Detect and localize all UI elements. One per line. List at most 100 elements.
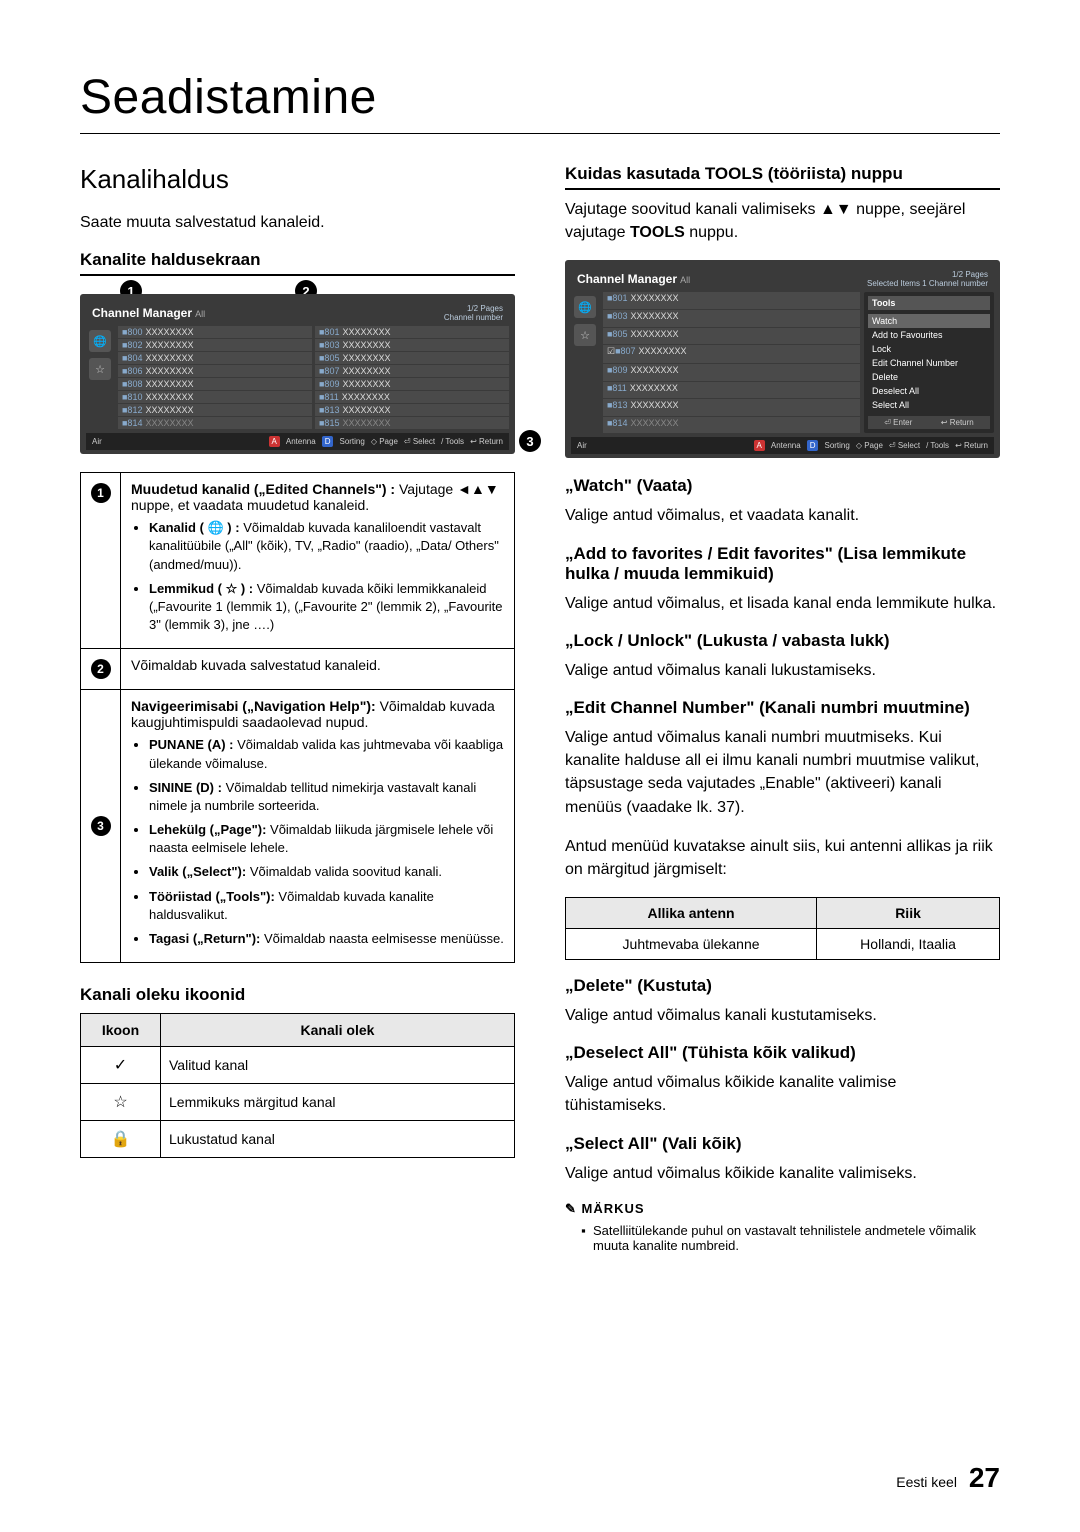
icon-label: Lemmikuks märgitud kanal xyxy=(161,1084,515,1121)
tools-item: Edit Channel Number xyxy=(868,356,990,370)
cm1-antenna: Antenna xyxy=(286,437,316,446)
blue-d-badge: D xyxy=(807,440,819,451)
ant-td1: Juhtmevaba ülekanne xyxy=(566,929,817,960)
favorites-icon: ☆ xyxy=(574,324,596,346)
legend-1-kanalid: Kanalid ( 🌐 ) : Võimaldab kuvada kanalil… xyxy=(149,519,504,574)
legend-row-1: 1 Muudetud kanalid („Edited Channels") :… xyxy=(81,473,515,649)
antenna-table: Allika antennRiik Juhtmevaba ülekanneHol… xyxy=(565,897,1000,960)
cm2-sorting: Sorting xyxy=(824,441,849,450)
cm2-row: ■813XXXXXXXX xyxy=(603,399,860,416)
tools-item: Watch xyxy=(868,314,990,328)
lock-text: Valige antud võimalus kanali lukustamise… xyxy=(565,659,1000,682)
cm2-footer: Air A Antenna D Sorting ◇ Page ⏎ Select … xyxy=(571,437,994,454)
cm2-row: ■805XXXXXXXX xyxy=(603,328,860,345)
footer-lang: Eesti keel xyxy=(896,1474,957,1490)
channels-icon: 🌐 xyxy=(89,330,111,352)
cm2-return: ↩ Return xyxy=(941,418,974,427)
legend-3-item: Tagasi („Return"): Võimaldab naasta eelm… xyxy=(149,930,504,948)
legend-text-3: Navigeerimisabi („Navigation Help"): Või… xyxy=(121,690,515,963)
legend-text-2: Võimaldab kuvada salvestatud kanaleid. xyxy=(121,649,515,690)
cm2-antenna: Antenna xyxy=(771,441,801,450)
legend-row-3: 3 Navigeerimisabi („Navigation Help"): V… xyxy=(81,690,515,963)
legend-table: 1 Muudetud kanalid („Edited Channels") :… xyxy=(80,472,515,963)
cm2-title: Channel Manager xyxy=(577,272,677,286)
legend-num-2: 2 xyxy=(81,649,121,690)
cm2-air: Air xyxy=(577,441,587,450)
tools-item: Delete xyxy=(868,370,990,384)
cm1-row: ■810XXXXXXXX xyxy=(118,391,312,403)
cm1-row: ■808XXXXXXXX xyxy=(118,378,312,390)
title-rule xyxy=(80,133,1000,134)
icon-row: ☆Lemmikuks märgitud kanal xyxy=(81,1084,515,1121)
cm1-row: ■815XXXXXXXX xyxy=(315,417,509,429)
tools-intro: Vajutage soovitud kanali valimiseks ▲▼ n… xyxy=(565,198,1000,244)
section-kanalihaldus: Kanalihaldus xyxy=(80,164,515,195)
lock-heading: „Lock / Unlock" (Lukusta / vabasta lukk) xyxy=(565,631,1000,651)
screen-heading: Kanalite haldusekraan xyxy=(80,250,515,276)
cm1-subhead: Channel number xyxy=(444,313,503,322)
cm2-return-foot: ↩ Return xyxy=(955,441,988,450)
selectall-text: Valige antud võimalus kõikide kanalite v… xyxy=(565,1162,1000,1185)
channel-manager-2: Channel Manager All 1/2 PagesSelected It… xyxy=(565,260,1000,458)
icon-row: ✓Valitud kanal xyxy=(81,1047,515,1084)
icon-label: Valitud kanal xyxy=(161,1047,515,1084)
cm1-sorting: Sorting xyxy=(339,437,364,446)
cm1-row: ■804XXXXXXXX xyxy=(118,352,312,364)
cm1-body: 🌐 ☆ ■800XXXXXXXX■801XXXXXXXX■802XXXXXXXX… xyxy=(86,326,509,429)
cm1-row: ■802XXXXXXXX xyxy=(118,339,312,351)
note-heading: MÄRKUS xyxy=(565,1201,1000,1217)
cm2-body: 🌐 ☆ ■801XXXXXXXX■803XXXXXXXX■805XXXXXXXX… xyxy=(571,292,994,433)
tools-item: Select All xyxy=(868,398,990,412)
icon-cell: ✓ xyxy=(81,1047,161,1084)
intro-text: Saate muuta salvestatud kanaleid. xyxy=(80,211,515,234)
icon-th-1: Ikoon xyxy=(81,1014,161,1047)
cm2-tools-panel: Tools WatchAdd to FavouritesLockEdit Cha… xyxy=(864,292,994,433)
tools-item: Deselect All xyxy=(868,384,990,398)
cm2-tools-title: Tools xyxy=(868,296,990,310)
ant-th2: Riik xyxy=(817,898,1000,929)
blue-d-badge: D xyxy=(322,436,334,447)
cm2-page: ◇ Page xyxy=(856,441,883,450)
main-columns: Kanalihaldus Saate muuta salvestatud kan… xyxy=(80,164,1000,1253)
page-number: 27 xyxy=(969,1462,1000,1493)
left-column: Kanalihaldus Saate muuta salvestatud kan… xyxy=(80,164,515,1253)
cm2-all-tag: All xyxy=(680,275,690,285)
cm1-page: ◇ Page xyxy=(371,437,398,446)
cm2-list: ■801XXXXXXXX■803XXXXXXXX■805XXXXXXXX☑■80… xyxy=(603,292,860,433)
cm2-pages: 1/2 Pages xyxy=(952,270,988,279)
selectall-heading: „Select All" (Vali kõik) xyxy=(565,1134,1000,1154)
icon-status-heading: Kanali oleku ikoonid xyxy=(80,985,515,1005)
channel-manager-1: Channel Manager All 1/2 PagesChannel num… xyxy=(80,294,515,454)
legend-3-item: PUNANE (A) : Võimaldab valida kas juhtme… xyxy=(149,736,504,772)
icon-row: 🔒Lukustatud kanal xyxy=(81,1121,515,1158)
cm1-tools: / Tools xyxy=(441,437,464,446)
red-a-badge: A xyxy=(269,436,280,447)
cm1-row: ■805XXXXXXXX xyxy=(315,352,509,364)
cm2-row: ☑■807XXXXXXXX xyxy=(603,345,860,363)
cm1-header: Channel Manager All 1/2 PagesChannel num… xyxy=(86,302,509,326)
legend-3-item: Lehekülg („Page"): Võimaldab liikuda jär… xyxy=(149,821,504,857)
cm2-row: ■801XXXXXXXX xyxy=(603,292,860,309)
right-column: Kuidas kasutada TOOLS (tööriista) nuppu … xyxy=(565,164,1000,1253)
cm1-row: ■807XXXXXXXX xyxy=(315,365,509,377)
cm2-select: ⏎ Select xyxy=(889,441,920,450)
tools-item: Lock xyxy=(868,342,990,356)
cm1-row: ■803XXXXXXXX xyxy=(315,339,509,351)
legend-num-3: 3 xyxy=(81,690,121,963)
delete-heading: „Delete" (Kustuta) xyxy=(565,976,1000,996)
cm2-sel: Selected Items 1 Channel number xyxy=(867,279,988,288)
channels-icon: 🌐 xyxy=(574,296,596,318)
edit-note: Antud menüüd kuvatakse ainult siis, kui … xyxy=(565,835,1000,881)
favorites-icon: ☆ xyxy=(89,358,111,380)
icon-cell: ☆ xyxy=(81,1084,161,1121)
icon-label: Lukustatud kanal xyxy=(161,1121,515,1158)
legend-3-item: SININE (D) : Võimaldab tellitud nimekirj… xyxy=(149,779,504,815)
cm2-header: Channel Manager All 1/2 PagesSelected It… xyxy=(571,268,994,292)
icon-cell: 🔒 xyxy=(81,1121,161,1158)
cm1-list: ■800XXXXXXXX■801XXXXXXXX■802XXXXXXXX■803… xyxy=(118,326,509,429)
channel-manager-figure-1: 1 2 3 Channel Manager All 1/2 PagesChann… xyxy=(80,294,515,454)
cm2-side: 🌐 ☆ xyxy=(571,292,599,433)
edit-text: Valige antud võimalus kanali numbri muut… xyxy=(565,726,1000,819)
page-footer: Eesti keel 27 xyxy=(896,1462,1000,1494)
cm2-enter: ⏎ Enter xyxy=(884,418,912,427)
